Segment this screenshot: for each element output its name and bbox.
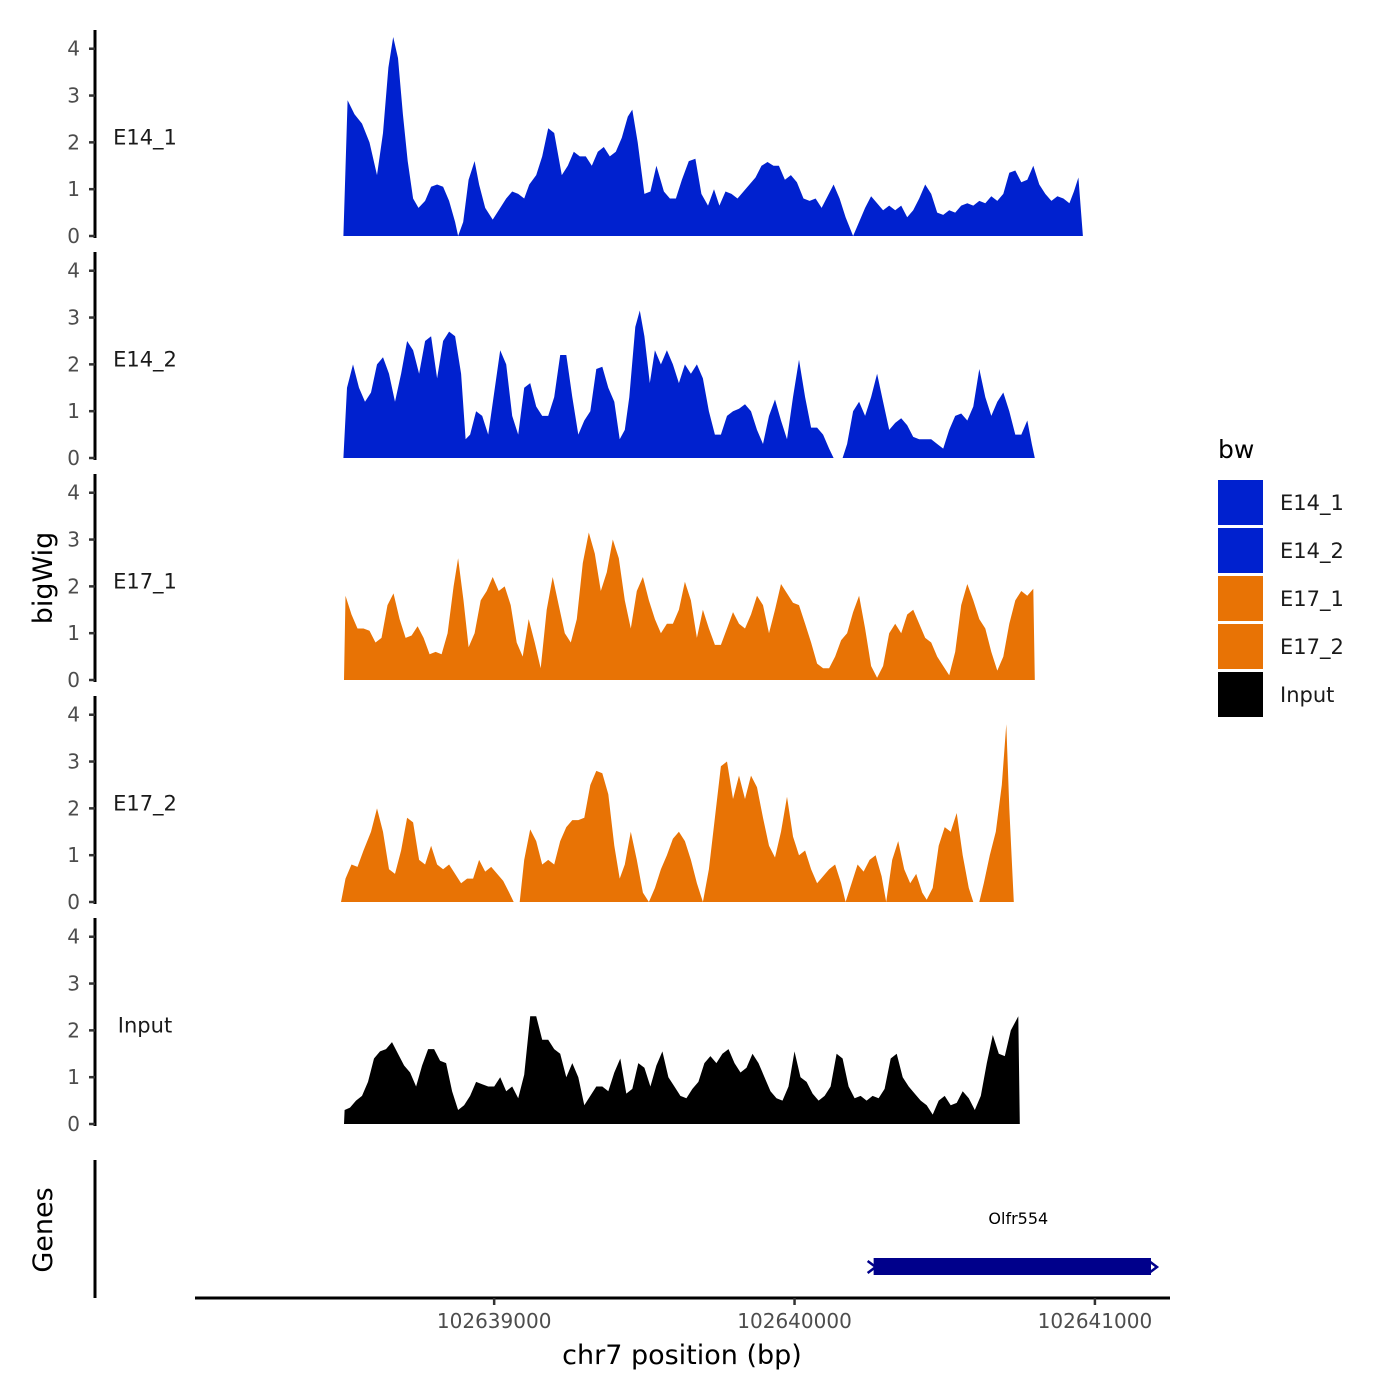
y-tick-label: 0: [67, 1112, 80, 1136]
track-E17_2: 0 1 2 3 4 E17_2: [67, 696, 1014, 914]
y-tick-label: 3: [67, 750, 80, 774]
track-label: Input: [118, 1014, 172, 1038]
y-tick-label: 2: [67, 574, 80, 598]
legend-item-E17_2: E17_2: [1218, 624, 1344, 669]
y-tick-label: 1: [67, 1065, 80, 1089]
track-label: E17_1: [113, 570, 177, 595]
track-label: E14_1: [113, 126, 177, 151]
x-axis: 102639000 102640000 102641000: [195, 1296, 1170, 1333]
track-area-E14_1: [343, 37, 1083, 236]
genes-panel: Olfr554: [93, 1160, 1160, 1298]
x-tick-label: 102640000: [737, 1309, 852, 1333]
legend-label: E17_1: [1280, 587, 1344, 612]
gene-strand-marker: [866, 1260, 878, 1274]
legend-swatch: [1218, 480, 1263, 525]
gene-body: [873, 1258, 1151, 1275]
y-tick-label: 2: [67, 1018, 80, 1042]
y-tick-label: 3: [67, 84, 80, 108]
bigwig-tracks: 0 1 2 3 4 E14_1 0 1 2 3 4 E14_2 0 1 2 3 4 E17_1 0 1 2 3 4 E17_2…: [67, 30, 1083, 1136]
y-tick-label: 3: [67, 306, 80, 330]
y-tick-label: 3: [67, 972, 80, 996]
y-tick-label: 1: [67, 399, 80, 423]
x-tick-label: 102639000: [437, 1309, 552, 1333]
track-label: E17_2: [113, 792, 177, 817]
y-tick-label: 0: [67, 668, 80, 692]
y-tick-label: 4: [67, 259, 80, 283]
track-label: E14_2: [113, 348, 177, 373]
legend-item-E14_2: E14_2: [1218, 528, 1344, 573]
legend-swatch: [1218, 672, 1263, 717]
track-E17_1: 0 1 2 3 4 E17_1: [67, 474, 1035, 692]
y-tick-label: 2: [67, 130, 80, 154]
legend-swatch: [1218, 576, 1263, 621]
legend-title: bw: [1218, 435, 1254, 464]
legend-label: Input: [1280, 683, 1334, 707]
y-tick-label: 4: [67, 925, 80, 949]
legend-label: E14_2: [1280, 539, 1344, 564]
y-axis-title: bigWig: [28, 532, 59, 625]
gene-Olfr554: Olfr554: [866, 1209, 1160, 1275]
legend-swatch: [1218, 528, 1263, 573]
y-tick-label: 0: [67, 224, 80, 248]
gene-strand-marker: [1148, 1260, 1160, 1274]
y-tick-label: 4: [67, 37, 80, 61]
legend-item-E17_1: E17_1: [1218, 576, 1344, 621]
y-tick-label: 1: [67, 177, 80, 201]
y-tick-label: 0: [67, 890, 80, 914]
legend-label: E14_1: [1280, 491, 1344, 516]
y-tick-label: 2: [67, 796, 80, 820]
x-axis-title: chr7 position (bp): [562, 1340, 802, 1371]
track-E14_2: 0 1 2 3 4 E14_2: [67, 252, 1035, 470]
y-tick-label: 4: [67, 703, 80, 727]
y-tick-label: 0: [67, 446, 80, 470]
y-tick-label: 1: [67, 621, 80, 645]
track-E14_1: 0 1 2 3 4 E14_1: [67, 30, 1083, 248]
track-area-E17_2: [341, 724, 1014, 902]
track-Input: 0 1 2 3 4 Input: [67, 918, 1020, 1136]
track-area-E14_2: [343, 310, 1035, 458]
legend-label: E17_2: [1280, 635, 1344, 660]
y-tick-label: 1: [67, 843, 80, 867]
legend-item-E14_1: E14_1: [1218, 480, 1344, 525]
y-tick-label: 3: [67, 528, 80, 552]
track-area-E17_1: [344, 532, 1035, 680]
genes-axis-title: Genes: [28, 1187, 59, 1272]
legend-swatch: [1218, 624, 1263, 669]
legend-item-Input: Input: [1218, 672, 1334, 717]
legend: bw E14_1 E14_2 E17_1 E17_2 Input: [1218, 435, 1344, 717]
track-area-Input: [344, 1016, 1020, 1124]
y-tick-label: 4: [67, 481, 80, 505]
x-tick-label: 102641000: [1038, 1309, 1153, 1333]
y-tick-label: 2: [67, 352, 80, 376]
gene-label: Olfr554: [988, 1209, 1048, 1228]
